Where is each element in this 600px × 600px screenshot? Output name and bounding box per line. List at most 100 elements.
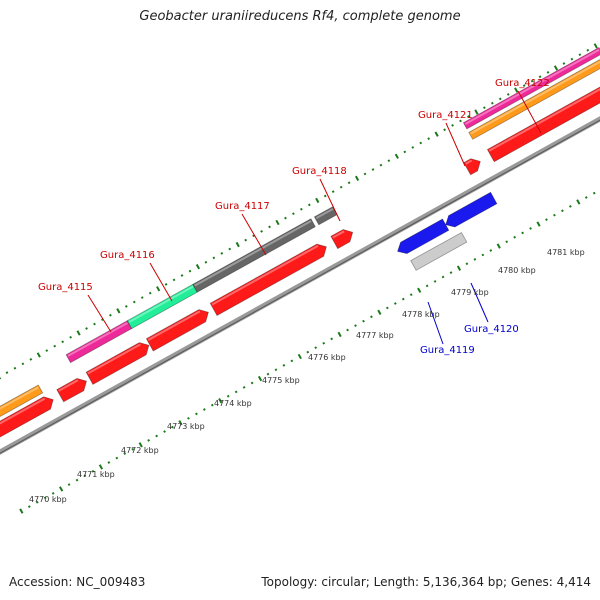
magenta-cog-4115-highlight — [67, 322, 128, 357]
inner-tick-major — [178, 420, 183, 426]
inner-tick-minor — [234, 390, 238, 394]
outer-tick-minor — [164, 282, 168, 286]
outer-tick-minor — [570, 57, 574, 61]
gene-label-Gura_4118[interactable]: Gura_4118 — [292, 166, 347, 177]
gene-label-Gura_4115[interactable]: Gura_4115 — [38, 282, 93, 293]
gray-cog-4118[interactable] — [313, 206, 338, 226]
outer-tick-major — [354, 175, 360, 182]
scale-label: 4777 kbp — [356, 331, 394, 340]
outer-tick-minor — [148, 291, 152, 295]
callout-line-Gura_4122 — [517, 90, 542, 134]
red-cds-2-highlight — [58, 379, 79, 392]
gene-label-Gura_4116[interactable]: Gura_4116 — [100, 250, 155, 261]
inner-tick-minor — [147, 439, 151, 442]
gene-label-Gura_4122[interactable]: Gura_4122 — [495, 78, 550, 89]
gene-label-Gura_4117[interactable]: Gura_4117 — [215, 201, 270, 212]
outer-tick-minor — [483, 106, 486, 110]
inner-tick-minor — [75, 478, 79, 482]
red-cds-2[interactable] — [56, 377, 87, 403]
backbone-line — [0, 116, 600, 455]
callout-line-Gura_4119 — [427, 301, 444, 345]
inner-tick-minor — [561, 209, 564, 213]
blue-cds-4119[interactable] — [397, 218, 450, 255]
inner-tick-minor — [385, 306, 389, 310]
red-cds-1[interactable] — [0, 396, 54, 460]
inner-tick-minor — [322, 341, 326, 345]
red-cds-4118-highlight — [332, 230, 345, 239]
inner-tick-marks — [19, 191, 596, 514]
accession-text: Accession: NC_009483 — [9, 575, 146, 589]
outer-tick-minor — [459, 119, 462, 123]
outer-tick-minor — [45, 349, 49, 352]
red-cds-4117[interactable] — [209, 243, 327, 317]
light-gray-cog-4119[interactable] — [410, 231, 468, 271]
inner-tick-minor — [83, 474, 87, 478]
red-cds-4115[interactable] — [85, 342, 150, 385]
blue-cds-4119-highlight — [402, 231, 450, 260]
inner-tick-minor — [155, 434, 158, 438]
inner-tick-major — [138, 442, 143, 448]
inner-tick-minor — [202, 408, 206, 411]
blue-cds-4120[interactable] — [445, 191, 498, 228]
inner-tick-minor — [529, 227, 532, 230]
inner-tick-minor — [330, 337, 334, 341]
red-cds-4116[interactable] — [145, 309, 209, 352]
inner-tick-minor — [43, 496, 47, 500]
outer-tick-minor — [522, 84, 526, 87]
light-gray-cog-4119-highlight — [417, 243, 468, 273]
inner-tick-minor — [584, 196, 588, 199]
inner-tick-minor — [473, 257, 477, 261]
inner-tick-major — [297, 353, 302, 360]
outer-tick-minor — [427, 137, 431, 140]
outer-tick-minor — [292, 212, 295, 216]
outer-tick-minor — [93, 322, 96, 326]
outer-tick-minor — [530, 79, 534, 83]
inner-tick-minor — [553, 213, 556, 217]
outer-tick-minor — [562, 62, 566, 65]
gene-label-Gura_4121[interactable]: Gura_4121 — [418, 110, 473, 121]
outer-tick-major — [235, 241, 240, 248]
inner-tick-major — [98, 464, 103, 470]
outer-tick-major — [593, 43, 598, 49]
red-cds-4118[interactable] — [330, 229, 354, 250]
outer-tick-minor — [300, 207, 303, 211]
gray-cog-4117-highlight — [194, 220, 312, 287]
inner-tick-minor — [35, 500, 39, 504]
outer-tick-minor — [188, 269, 192, 273]
inner-tick-minor — [27, 505, 31, 509]
outer-tick-minor — [284, 216, 287, 220]
inner-tick-minor — [67, 483, 71, 486]
outer-tick-minor — [379, 163, 383, 167]
backbone-shadow — [0, 119, 600, 454]
outer-tick-minor — [109, 313, 112, 317]
gray-cog-4118-highlight — [315, 208, 334, 219]
outer-tick-minor — [546, 71, 550, 74]
outer-tick-minor — [13, 366, 17, 370]
inner-tick-minor — [163, 430, 166, 433]
red-cds-4116-highlight — [147, 310, 201, 341]
inner-tick-major — [257, 375, 263, 382]
outer-tick-minor — [61, 340, 65, 344]
outer-tick-minor — [467, 115, 470, 118]
inner-tick-minor — [187, 416, 190, 420]
red-cds-4122[interactable] — [486, 82, 600, 163]
gene-label-Gura_4120[interactable]: Gura_4120 — [464, 324, 519, 335]
orange-cog-4122[interactable] — [468, 57, 600, 140]
gray-cog-4117[interactable] — [192, 218, 316, 293]
feature-track[interactable] — [0, 46, 600, 461]
inner-tick-major — [456, 265, 462, 271]
orange-cog-1[interactable] — [0, 384, 44, 444]
inner-tick-major — [576, 199, 581, 205]
outer-tick-minor — [371, 168, 375, 171]
callout-line-Gura_4117 — [241, 213, 267, 256]
outer-tick-minor — [268, 225, 271, 229]
map-title: Geobacter uraniireducens Rf4, complete g… — [139, 9, 461, 24]
outer-tick-minor — [124, 305, 128, 308]
inner-tick-major — [218, 397, 223, 404]
outer-tick-minor — [538, 75, 542, 79]
gene-label-Gura_4119[interactable]: Gura_4119 — [420, 345, 475, 356]
magenta-cog-4122[interactable] — [462, 46, 600, 130]
inner-tick-minor — [370, 315, 373, 319]
outer-tick-minor — [132, 300, 136, 304]
